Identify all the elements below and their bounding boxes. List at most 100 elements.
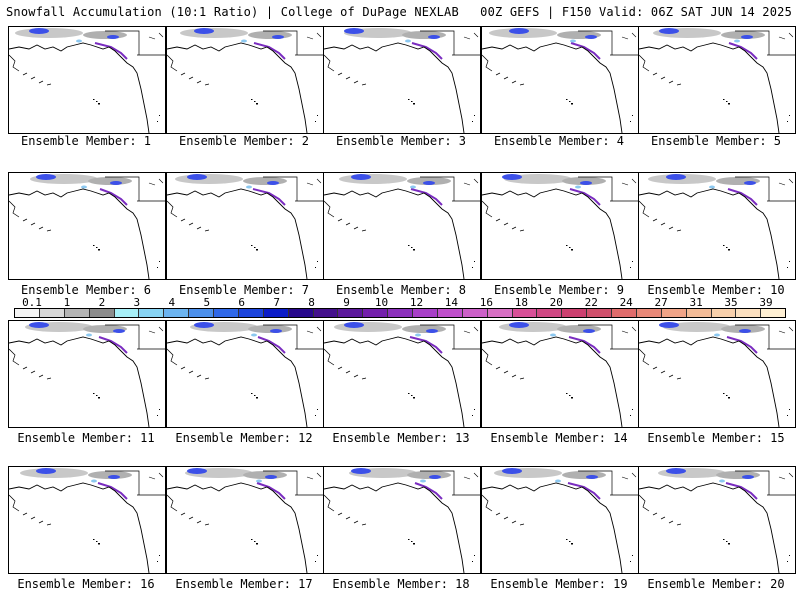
colorbar-swatch: [313, 309, 339, 317]
hawaii-islands: [566, 245, 573, 251]
colorbar-swatch: [562, 309, 588, 317]
lakes: [148, 472, 164, 480]
colorbar-tick-label: 35: [724, 296, 738, 309]
ensemble-member-label: Ensemble Member: 1: [20, 134, 152, 148]
coastline: [482, 188, 623, 279]
hawaii-islands: [723, 245, 730, 251]
colorbar-swatch: [686, 309, 712, 317]
lakes: [621, 32, 637, 40]
ensemble-member-label: Ensemble Member: 7: [178, 283, 310, 297]
baja-dots: [472, 261, 475, 268]
snowfall-shading: [334, 322, 446, 354]
ensemble-member-label: Ensemble Member: 13: [332, 431, 470, 445]
ensemble-map-panel: [323, 466, 481, 574]
map-svg: [9, 468, 165, 573]
ensemble-member-label: Ensemble Member: 18: [332, 577, 470, 591]
map-svg: [639, 322, 795, 427]
hawaii-islands: [566, 539, 573, 545]
lakes: [463, 472, 479, 480]
map-svg: [482, 28, 638, 133]
baja-dots: [787, 261, 790, 268]
snowfall-shading: [499, 322, 601, 354]
snowfall-shading: [349, 468, 451, 500]
colorbar-tick-label: 3: [133, 296, 141, 309]
colorbar-tick-label: 20: [549, 296, 563, 309]
lakes: [778, 326, 794, 334]
ensemble-map-panel: [323, 26, 481, 134]
ensemble-map-panel: [638, 466, 796, 574]
hawaii-islands: [723, 99, 730, 105]
aleutian-islands: [639, 54, 682, 86]
baja-dots: [315, 409, 318, 416]
baja-dots: [630, 115, 633, 122]
colorbar-swatch: [263, 309, 289, 317]
colorbar-swatch: [661, 309, 687, 317]
colorbar-swatch: [15, 309, 40, 317]
coastline: [167, 482, 308, 573]
coastline: [324, 336, 465, 427]
hawaii-islands: [251, 99, 258, 105]
coastline: [167, 42, 308, 133]
colorbar-tick-label: 22: [584, 296, 598, 309]
lakes: [306, 326, 322, 334]
colorbar-tick-label: 5: [203, 296, 211, 309]
ensemble-map-panel: [8, 466, 166, 574]
hawaii-islands: [251, 539, 258, 545]
snowfall-shading: [185, 468, 287, 500]
baja-dots: [787, 115, 790, 122]
map-svg: [639, 468, 795, 573]
ensemble-member-label: Ensemble Member: 9: [493, 283, 625, 297]
map-svg: [324, 468, 480, 573]
coastline: [9, 42, 150, 133]
aleutian-islands: [167, 348, 210, 380]
lakes: [148, 326, 164, 334]
hawaii-islands: [566, 393, 573, 399]
ensemble-map-panel: [8, 26, 166, 134]
coastline: [639, 482, 780, 573]
colorbar-swatch: [711, 309, 737, 317]
colorbar-swatch: [39, 309, 65, 317]
aleutian-islands: [324, 200, 367, 232]
colorbar-swatch: [437, 309, 463, 317]
hawaii-islands: [408, 99, 415, 105]
snowfall-shading: [344, 28, 446, 60]
ensemble-member-label: Ensemble Member: 12: [175, 431, 313, 445]
hawaii-islands: [408, 393, 415, 399]
ensemble-member-label: Ensemble Member: 14: [490, 431, 628, 445]
aleutian-islands: [324, 348, 367, 380]
colorbar-swatch: [288, 309, 314, 317]
baja-dots: [630, 261, 633, 268]
baja-dots: [472, 555, 475, 562]
lakes: [778, 32, 794, 40]
map-svg: [324, 174, 480, 279]
colorbar-tick-label: 12: [409, 296, 424, 309]
border-lines: [105, 176, 165, 202]
ensemble-map-panel: [323, 172, 481, 280]
colorbar-swatch: [238, 309, 264, 317]
lakes: [306, 472, 322, 480]
hawaii-islands: [723, 539, 730, 545]
border-lines: [735, 30, 795, 56]
border-lines: [735, 324, 795, 350]
hawaii-islands: [723, 393, 730, 399]
colorbar-tick-label: 39: [759, 296, 773, 309]
snowfall-shading: [180, 28, 292, 60]
coastline: [167, 188, 308, 279]
map-svg: [482, 174, 638, 279]
snowfall-shading: [502, 174, 606, 206]
baja-dots: [472, 409, 475, 416]
colorbar-tick-label: 31: [689, 296, 703, 309]
hawaii-islands: [93, 99, 100, 105]
colorbar-swatch: [189, 309, 214, 317]
model-valid-time: 00Z GEFS | F150 Valid: 06Z SAT JUN 14 20…: [480, 5, 792, 19]
lakes: [148, 178, 164, 186]
map-svg: [324, 322, 480, 427]
ensemble-map-panel: [166, 172, 324, 280]
colorbar-swatch: [636, 309, 662, 317]
border-lines: [420, 30, 480, 56]
snowfall-shading: [494, 468, 606, 500]
map-svg: [9, 174, 165, 279]
hawaii-islands: [93, 245, 100, 251]
lakes: [148, 32, 164, 40]
border-lines: [420, 324, 480, 350]
